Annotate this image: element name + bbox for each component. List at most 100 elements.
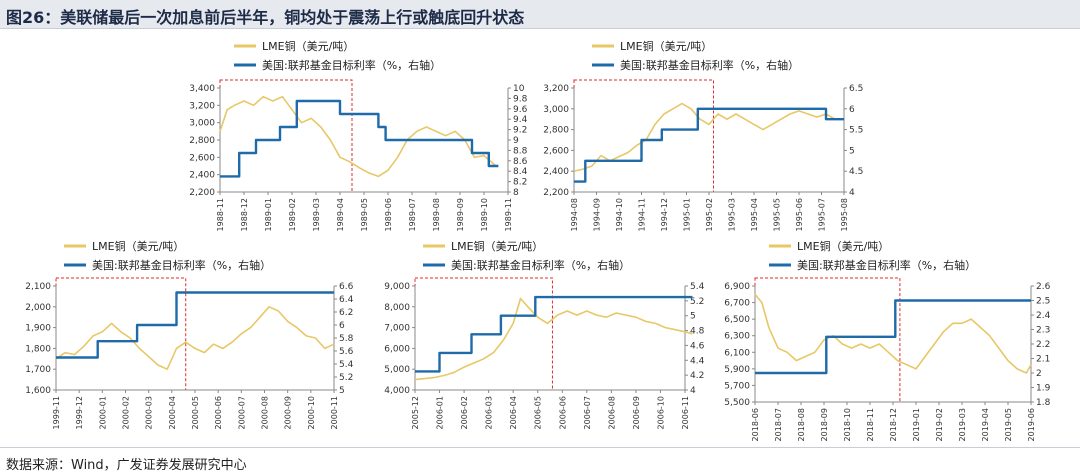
x-tick-label: 2019-06 — [1027, 408, 1036, 441]
legend-label-copper: LME铜（美元/吨） — [92, 239, 184, 253]
y-tick-label: 2,600 — [189, 153, 215, 163]
y2-tick-label: 2.3 — [1036, 326, 1050, 336]
series-line-rate — [574, 107, 844, 183]
x-tick-label: 2019-05 — [1004, 408, 1013, 441]
y-tick-label: 2,800 — [543, 126, 569, 136]
x-tick-label: 1989-10 — [480, 198, 489, 231]
y2-tick-label: 2.2 — [1036, 340, 1050, 350]
y-tick-label: 8,000 — [384, 303, 410, 313]
highlight-period-box — [55, 277, 187, 391]
figure-footer: 数据来源：Wind，广发证券发展研究中心 — [0, 447, 1080, 476]
series-line-copper — [55, 306, 335, 370]
y-tick-label: 3,200 — [189, 101, 215, 111]
x-tick-label: 2000-03 — [145, 396, 154, 429]
x-tick-label: 2006-03 — [485, 396, 494, 429]
x-tick-label: 1989-05 — [360, 198, 369, 231]
x-tick-label: 2018-11 — [866, 408, 875, 441]
figure-header: 图26：美联储最后一次加息前后半年，铜均处于震荡上行或触底回升状态 — [0, 0, 1080, 29]
source-note: 数据来源：Wind，广发证券发展研究中心 — [6, 458, 247, 473]
legend-label-rate: 美国:联邦基金目标利率（%，右轴） — [451, 258, 630, 272]
y2-tick-label: 5.4 — [339, 360, 354, 370]
x-tick-label: 2000-07 — [237, 396, 246, 429]
x-tick-label: 1995-02 — [705, 198, 714, 231]
x-tick-label: 1989-06 — [384, 198, 393, 231]
x-tick-label: 2006-10 — [656, 396, 665, 429]
y2-tick-label: 4.4 — [690, 356, 705, 366]
y2-tick-label: 9.2 — [513, 126, 527, 136]
x-tick-label: 1999-12 — [75, 396, 84, 429]
y2-tick-label: 5 — [339, 386, 345, 396]
series-line-copper — [754, 293, 1032, 374]
x-tick-label: 2006-09 — [632, 396, 641, 429]
y-tick-label: 2,400 — [543, 167, 569, 177]
y2-tick-label: 6 — [849, 105, 855, 115]
chart-legend: LME铜（美元/吨） 美国:联邦基金目标利率（%，右轴） — [234, 39, 441, 72]
y2-tick-label: 5.4 — [690, 282, 705, 292]
y2-tick-label: 5.5 — [849, 126, 863, 136]
y-tick-label: 2,800 — [189, 136, 215, 146]
x-tick-label: 1994-09 — [593, 198, 602, 231]
y-tick-label: 1,600 — [25, 386, 51, 396]
y2-tick-label: 2.4 — [1036, 311, 1051, 321]
x-tick-label: 1989-11 — [504, 198, 513, 231]
y2-tick-label: 5 — [849, 146, 855, 156]
x-tick-label: 2005-12 — [411, 396, 420, 429]
chart-legend: LME铜（美元/吨） 美国:联邦基金目标利率（%，右轴） — [592, 39, 799, 72]
y2-tick-label: 4 — [690, 386, 696, 396]
series-line-rate — [755, 299, 1031, 375]
y-tick-label: 3,400 — [189, 84, 215, 94]
x-tick-label: 1995-01 — [683, 198, 692, 231]
y2-tick-label: 4.5 — [849, 167, 863, 177]
x-tick-label: 1988-12 — [240, 198, 249, 231]
legend-label-copper: LME铜（美元/吨） — [797, 239, 889, 253]
x-tick-label: 2006-08 — [607, 396, 616, 429]
y2-tick-label: 9.8 — [513, 94, 528, 104]
y-tick-label: 4,000 — [384, 386, 410, 396]
y2-tick-label: 5.8 — [339, 334, 354, 344]
chart-legend: LME铜（美元/吨） 美国:联邦基金目标利率（%，右轴） — [423, 239, 630, 272]
series-line-rate — [415, 295, 693, 373]
y2-tick-label: 1.8 — [1036, 398, 1051, 408]
y2-tick-label: 2.5 — [1036, 297, 1050, 307]
y-tick-label: 3,000 — [543, 105, 569, 115]
x-tick-label: 1995-06 — [795, 198, 804, 231]
chart-panel-1994: LME铜（美元/吨） 美国:联邦基金目标利率（%，右轴） 2,200 2,400 2,6… — [543, 39, 863, 231]
y2-tick-label: 2 — [1036, 369, 1042, 379]
y-tick-label: 5,900 — [724, 365, 750, 375]
y2-tick-label: 8.4 — [513, 167, 528, 177]
chart-panel-1988: LME铜（美元/吨） 美国:联邦基金目标利率（%，右轴） 2,200 2,400 2,6… — [189, 39, 528, 231]
y2-tick-label: 10 — [513, 84, 525, 94]
x-tick-label: 2000-01 — [98, 396, 107, 429]
legend-label-rate: 美国:联邦基金目标利率（%，右轴） — [620, 58, 799, 72]
y-tick-label: 6,500 — [724, 315, 750, 325]
x-tick-label: 2019-03 — [958, 408, 967, 441]
y2-tick-label: 4.8 — [690, 327, 705, 337]
series-line-rate — [56, 291, 334, 359]
x-tick-label: 1989-04 — [336, 198, 345, 231]
x-tick-label: 1994-08 — [570, 198, 579, 231]
x-tick-label: 2006-06 — [558, 396, 567, 429]
x-tick-label: 1994-10 — [615, 198, 624, 231]
legend-label-rate: 美国:联邦基金目标利率（%，右轴） — [262, 58, 441, 72]
y2-tick-label: 4 — [849, 188, 855, 198]
y2-tick-label: 5.2 — [339, 373, 353, 383]
y-tick-label: 2,600 — [543, 146, 569, 156]
x-tick-label: 2019-02 — [935, 408, 944, 441]
x-tick-label: 2018-09 — [820, 408, 829, 441]
x-tick-label: 1989-03 — [312, 198, 321, 231]
y-tick-label: 3,200 — [543, 84, 569, 94]
y2-tick-label: 5.2 — [690, 297, 704, 307]
y2-tick-label: 8.2 — [513, 178, 527, 188]
x-tick-label: 1989-02 — [288, 198, 297, 231]
y2-tick-label: 8.6 — [513, 157, 528, 167]
chart-legend: LME铜（美元/吨） 美国:联邦基金目标利率（%，右轴） — [769, 239, 976, 272]
y-tick-label: 2,000 — [25, 303, 51, 313]
y-tick-label: 5,000 — [384, 365, 410, 375]
y-tick-label: 5,700 — [724, 381, 750, 391]
legend-label-copper: LME铜（美元/吨） — [451, 239, 543, 253]
y2-tick-label: 9 — [513, 136, 519, 146]
x-tick-label: 1995-05 — [773, 198, 782, 231]
x-tick-label: 2018-06 — [751, 408, 760, 441]
series-line-copper — [573, 102, 844, 172]
x-tick-label: 2000-10 — [307, 396, 316, 429]
